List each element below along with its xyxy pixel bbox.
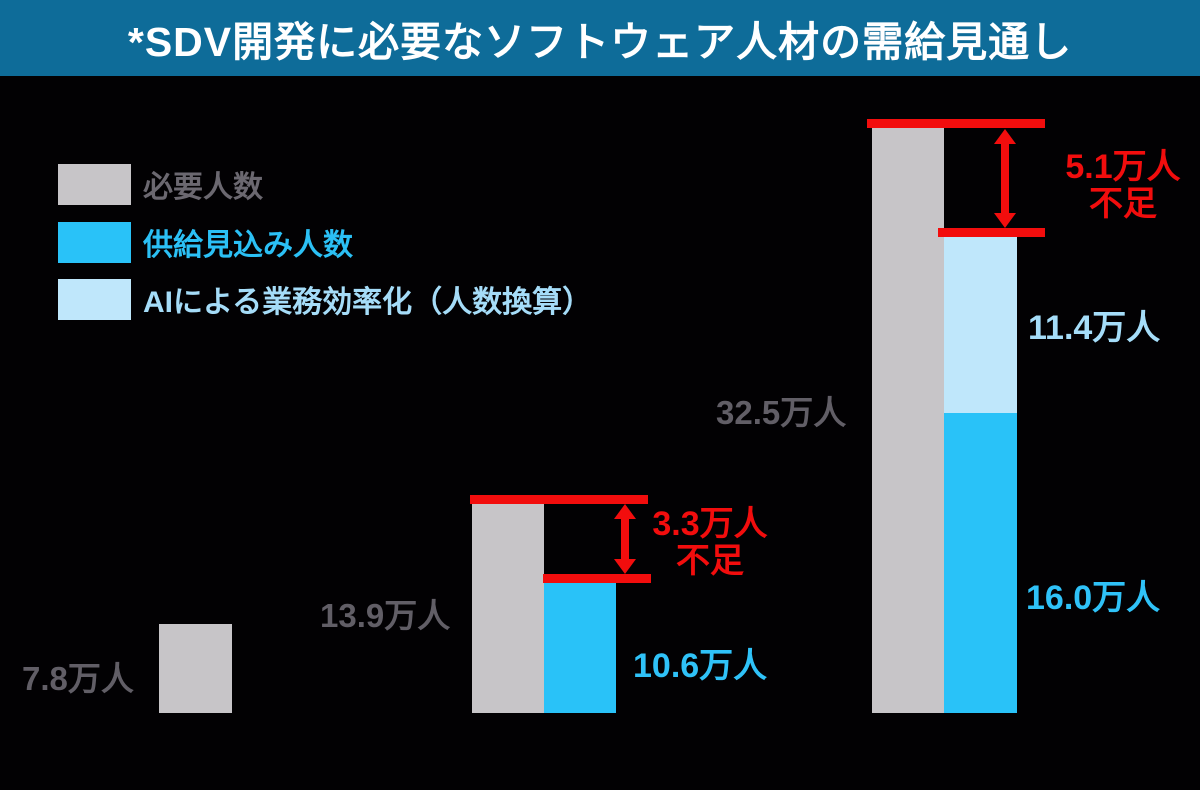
legend-label-ai: AIによる業務効率化（人数換算） (143, 286, 593, 319)
shortage-value-group2: 3.3万人 (652, 505, 768, 543)
bar-supply-group2 (544, 582, 616, 713)
bar-ai-group3 (944, 236, 1017, 413)
shortage-bottom-line-group2 (543, 574, 651, 583)
legend-item-ai: AIによる業務効率化（人数換算） (58, 277, 592, 321)
bar-required-group3 (872, 128, 944, 713)
value-label-supply-group3: 16.0万人 (1026, 579, 1161, 617)
page-title: *SDV開発に必要なソフトウェア人材の需給見通し (127, 19, 1073, 65)
shortage-annotation-group3: 5.1万人 不足 (1056, 149, 1190, 223)
value-label-required-group2: 13.9万人 (320, 597, 451, 634)
title-bar: *SDV開発に必要なソフトウェア人材の需給見通し (0, 0, 1200, 76)
arrow-shaft (621, 515, 629, 563)
legend-label-required: 必要人数 (143, 171, 263, 204)
legend-item-supply: 供給見込み人数 (58, 220, 353, 264)
shortage-word-group3: 不足 (1089, 185, 1157, 223)
shortage-word-group2: 不足 (676, 542, 744, 580)
legend-swatch-ai (58, 278, 131, 320)
bar-required-group1 (159, 624, 232, 713)
shortage-arrow-icon-group3 (994, 129, 1016, 228)
bar-required-group2 (472, 503, 544, 713)
shortage-top-line-group2 (470, 495, 648, 504)
value-label-required-group1: 7.8万人 (22, 660, 134, 697)
legend-swatch-required (58, 163, 131, 205)
value-label-required-group3: 32.5万人 (716, 394, 847, 431)
shortage-top-line-group3 (867, 119, 1045, 128)
value-label-ai-group3: 11.4万人 (1028, 309, 1161, 347)
arrow-shaft (1001, 140, 1009, 217)
bar-supply-group3 (944, 413, 1017, 713)
value-label-supply-group2: 10.6万人 (633, 647, 768, 685)
shortage-bottom-line-group3 (938, 228, 1045, 237)
shortage-value-group3: 5.1万人 (1065, 148, 1181, 186)
shortage-annotation-group2: 3.3万人 不足 (648, 506, 772, 580)
shortage-arrow-icon-group2 (614, 504, 636, 574)
legend-swatch-supply (58, 221, 131, 263)
legend-label-supply: 供給見込み人数 (143, 229, 353, 262)
legend-item-required: 必要人数 (58, 162, 263, 206)
